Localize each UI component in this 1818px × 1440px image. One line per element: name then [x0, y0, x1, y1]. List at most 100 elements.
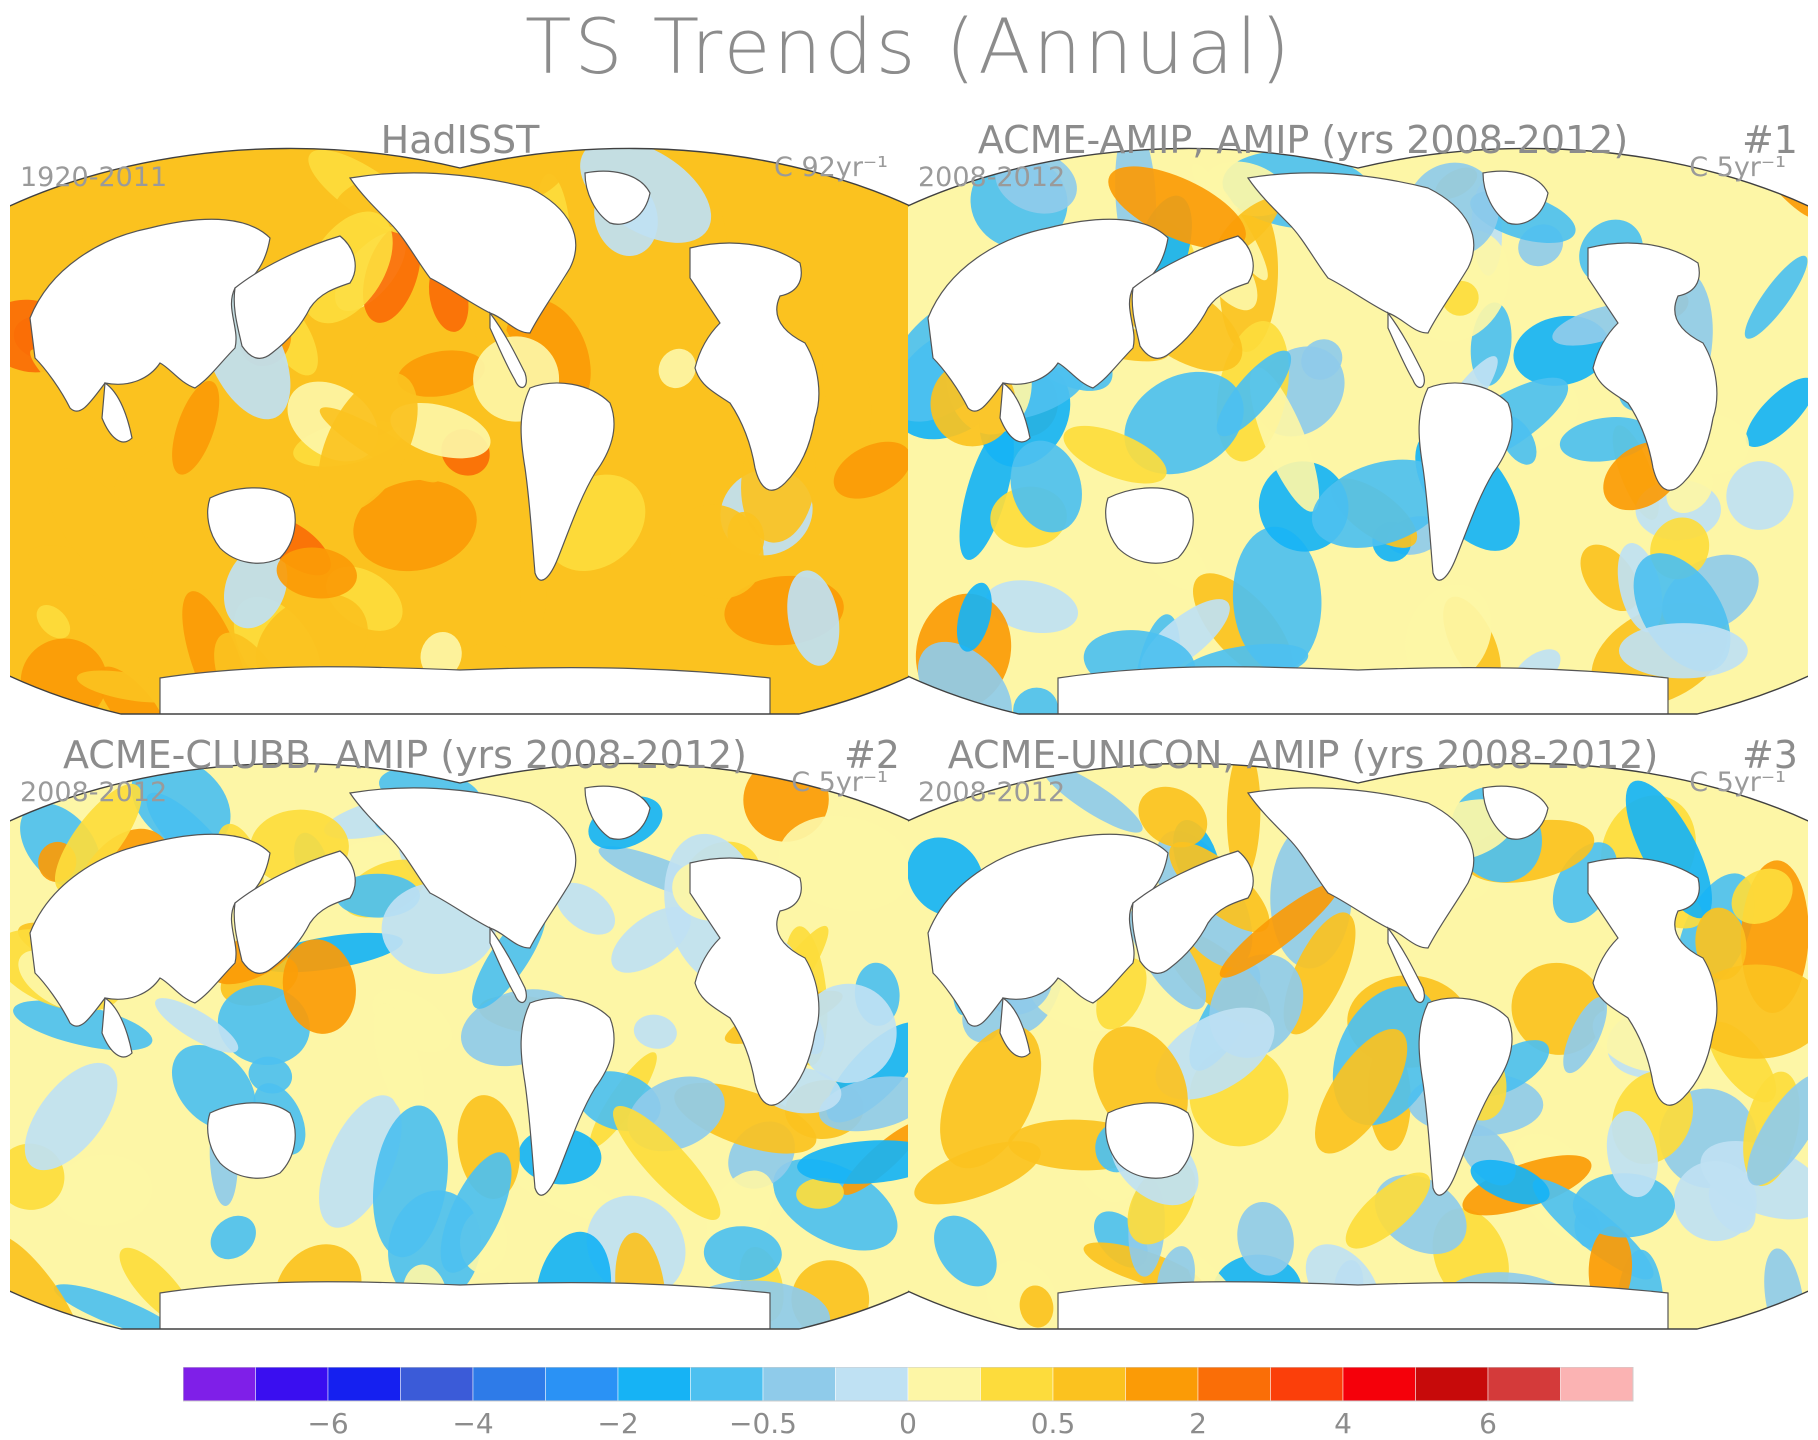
- contour-region: [47, 468, 153, 590]
- contour-region: [669, 504, 764, 599]
- contour-region: [1673, 1160, 1757, 1242]
- landmass: [348, 787, 577, 949]
- colorbar-bin: [980, 1367, 1054, 1402]
- landmass: [1131, 850, 1254, 974]
- contour-region: [1013, 687, 1058, 714]
- contour-region: [36, 605, 71, 639]
- landmass: [927, 833, 1169, 1027]
- contour-region: [1219, 882, 1340, 978]
- contour-region: [155, 998, 239, 1053]
- colorbar-bin: [835, 1367, 909, 1402]
- landmass: [689, 242, 820, 491]
- contour-region: [914, 1141, 1041, 1205]
- contour-region: [1606, 1110, 1658, 1198]
- map-panel-acme-amip: ACME-AMIP, AMIP (yrs 2008-2012) #1 2008-…: [908, 118, 1808, 728]
- contour-region: [985, 580, 1079, 634]
- landmass: [999, 381, 1031, 443]
- landmass: [520, 997, 615, 1196]
- contour-region: [833, 441, 910, 499]
- colorbar-bin: [1487, 1367, 1561, 1402]
- contour-region: [1108, 166, 1246, 250]
- contour-region: [76, 670, 181, 703]
- contour-region: [940, 1025, 1042, 1169]
- contour-region: [318, 372, 418, 513]
- landmass: [207, 487, 296, 564]
- figure-title: TS Trends (Annual): [524, 2, 1294, 91]
- contour-region: [397, 350, 485, 397]
- landmass: [1105, 487, 1194, 564]
- contour-region: [1404, 584, 1492, 686]
- landmass: [1131, 235, 1254, 359]
- panel-period: 1920-2011: [20, 162, 168, 193]
- colorbar-tick-label: −6: [307, 1407, 348, 1437]
- contour-region: [1695, 907, 1747, 980]
- contour-region: [1311, 459, 1449, 548]
- contour-region: [796, 1178, 844, 1209]
- map-panel-hadisst: HadISST 1920-2011 C 92yr⁻¹: [10, 118, 910, 728]
- contour-region: [440, 1152, 512, 1273]
- contour-region: [319, 1095, 402, 1228]
- panel-title: ACME-UNICON, AMIP (yrs 2008-2012): [947, 733, 1659, 777]
- landmass: [1246, 172, 1475, 334]
- landmass: [29, 833, 271, 1027]
- contour-region: [217, 985, 310, 1065]
- contour-region: [703, 1226, 782, 1281]
- map-field: [908, 763, 1808, 1329]
- contour-region: [55, 1154, 153, 1227]
- contour-region: [1237, 1201, 1294, 1276]
- colorbar-bin: [690, 1367, 764, 1402]
- landmass: [927, 218, 1169, 412]
- contour-region: [956, 582, 992, 652]
- colorbar-bin: [1560, 1367, 1634, 1402]
- contour-region: [131, 763, 231, 849]
- landmass: [520, 382, 615, 581]
- landmass: [1057, 666, 1669, 714]
- landmass: [1387, 926, 1425, 1004]
- contour-region: [1747, 1073, 1808, 1186]
- contour-region: [1124, 371, 1244, 475]
- landmass: [29, 218, 271, 412]
- contour-region: [1232, 526, 1322, 672]
- landmass: [999, 996, 1031, 1058]
- panel-number: #2: [843, 733, 900, 777]
- panel-units: C 92yr⁻¹: [774, 152, 888, 183]
- panel-number: #3: [1741, 733, 1798, 777]
- landmass: [233, 850, 356, 974]
- contour-region: [778, 815, 910, 912]
- contour-region: [1216, 350, 1292, 437]
- colorbar-tick-label: −2: [597, 1407, 638, 1437]
- contour-region: [658, 348, 696, 389]
- contour-region: [248, 1056, 293, 1094]
- colorbar-tick-label: 0.5: [1031, 1407, 1076, 1437]
- contour-region: [1226, 763, 1261, 880]
- landmass: [1057, 1281, 1669, 1329]
- panel-title: HadISST: [380, 118, 540, 162]
- contour-region: [1744, 255, 1808, 339]
- colorbar-bin: [1270, 1367, 1344, 1402]
- colorbar-bin: [255, 1367, 329, 1402]
- contour-region: [818, 1076, 910, 1132]
- contour-region: [1315, 1028, 1408, 1154]
- landmass: [489, 926, 527, 1004]
- contour-region: [797, 1140, 910, 1184]
- contour-region: [1563, 996, 1607, 1074]
- contour-region: [1010, 440, 1082, 533]
- contour-region: [1138, 786, 1208, 848]
- contour-region: [1041, 763, 1143, 833]
- contour-region: [1019, 1285, 1054, 1328]
- colorbar-bin: [400, 1367, 474, 1402]
- contour-region: [53, 1284, 178, 1329]
- map-outline: [10, 762, 910, 1330]
- landmass: [1246, 787, 1475, 949]
- contour-region: [1155, 1007, 1275, 1100]
- colorbar-tick-label: 0: [899, 1407, 917, 1437]
- colorbar-bin: [617, 1367, 691, 1402]
- contour-region: [1686, 964, 1808, 1059]
- landmass: [159, 666, 771, 714]
- landmass: [1418, 997, 1513, 1196]
- contour-region: [934, 1215, 997, 1287]
- contour-region: [1731, 868, 1793, 924]
- colorbar-tick-label: 2: [1189, 1407, 1207, 1437]
- panel-title: ACME-CLUBB, AMIP (yrs 2008-2012): [62, 733, 748, 777]
- map-outline: [10, 147, 910, 715]
